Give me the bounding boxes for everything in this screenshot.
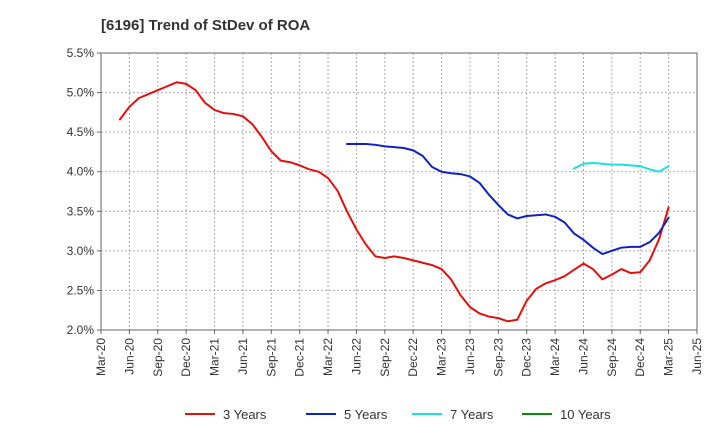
- legend: 3 Years 5 Years 7 Years 10 Years: [185, 407, 611, 422]
- x-tick-label: Mar-21: [208, 338, 222, 376]
- y-axis-ticks: 2.0% 2.5% 3.0% 3.5% 4.0% 4.5% 5.0% 5.5%: [67, 46, 101, 337]
- x-tick-label: Dec-22: [406, 338, 420, 377]
- x-tick-label: Dec-21: [293, 338, 307, 377]
- legend-label: 3 Years: [223, 407, 267, 422]
- x-tick-label: Dec-23: [520, 338, 534, 377]
- plot-border: [100, 52, 698, 331]
- x-tick-label: Mar-23: [435, 338, 449, 376]
- x-tick-label: Jun-21: [236, 338, 250, 375]
- x-tick-label: Jun-20: [122, 338, 136, 375]
- x-tick-label: Sep-23: [491, 338, 505, 377]
- series-line-5-years: [345, 143, 670, 256]
- y-tick-label: 2.0%: [67, 323, 95, 337]
- y-tick-label: 5.5%: [67, 46, 95, 60]
- x-tick-label: Jun-23: [463, 338, 477, 375]
- y-tick-label: 2.5%: [67, 283, 95, 297]
- legend-item-7-years: 7 Years: [412, 407, 494, 422]
- x-tick-label: Dec-24: [633, 338, 647, 377]
- y-tick-label: 3.5%: [67, 204, 95, 218]
- x-tick-label: Sep-22: [378, 338, 392, 377]
- x-tick-label: Jun-22: [349, 338, 363, 375]
- legend-item-10-years: 10 Years: [522, 407, 611, 422]
- series-line-7-years: [573, 162, 670, 173]
- y-tick-label: 5.0%: [67, 86, 95, 100]
- x-tick-label: Mar-25: [662, 338, 676, 376]
- y-tick-label: 4.0%: [67, 165, 95, 179]
- legend-label: 5 Years: [344, 407, 388, 422]
- x-tick-label: Sep-21: [264, 338, 278, 377]
- legend-label: 7 Years: [450, 407, 494, 422]
- x-tick-label: Mar-20: [94, 338, 108, 376]
- y-tick-label: 4.5%: [67, 125, 95, 139]
- x-tick-label: Mar-22: [321, 338, 335, 376]
- y-tick-label: 3.0%: [67, 244, 95, 258]
- x-axis-ticks: Mar-20 Jun-20 Sep-20 Dec-20 Mar-21 Jun-21 Sep-…: [94, 330, 704, 377]
- legend-item-5-years: 5 Years: [306, 407, 388, 422]
- plot-frame: [100, 52, 698, 331]
- chart-title: [6196] Trend of StDev of ROA: [101, 17, 310, 34]
- chart-grid: [100, 52, 698, 331]
- x-tick-label: Mar-24: [548, 338, 562, 376]
- series-lines: [118, 81, 670, 323]
- x-tick-label: Sep-24: [605, 338, 619, 377]
- x-tick-label: Jun-25: [690, 338, 704, 375]
- series-line-3-years: [118, 81, 670, 323]
- x-tick-label: Sep-20: [151, 338, 165, 377]
- legend-label: 10 Years: [560, 407, 611, 422]
- x-tick-label: Dec-20: [179, 338, 193, 377]
- legend-item-3-years: 3 Years: [185, 407, 267, 422]
- x-tick-label: Jun-24: [576, 338, 590, 375]
